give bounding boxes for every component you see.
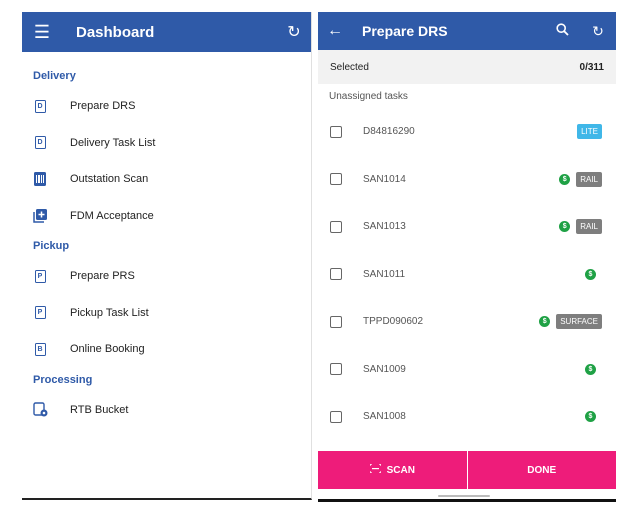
mode-tag: LITE bbox=[577, 124, 602, 140]
task-id: SAN1013 bbox=[363, 221, 406, 233]
document-d-list-icon: D bbox=[32, 135, 48, 151]
scan-button[interactable]: SCAN bbox=[318, 451, 467, 489]
section-delivery: Delivery bbox=[33, 70, 76, 82]
mode-tag: RAIL bbox=[576, 171, 602, 187]
unassigned-tasks-header: Unassigned tasks bbox=[329, 90, 408, 102]
add-box-icon bbox=[32, 208, 48, 224]
task-checkbox[interactable] bbox=[330, 125, 342, 138]
money-bag-icon: $ bbox=[559, 221, 571, 233]
money-bag-icon: $ bbox=[585, 411, 596, 423]
menu-item-fdm-acceptance[interactable]: FDM Acceptance bbox=[22, 198, 311, 235]
task-row[interactable]: SAN1009 $ bbox=[318, 346, 616, 394]
task-id: SAN1011 bbox=[363, 268, 406, 280]
task-row[interactable]: SAN1014 $ RAIL bbox=[318, 156, 616, 204]
money-bag-icon: $ bbox=[559, 173, 571, 185]
menu-item-label: Delivery Task List bbox=[70, 136, 156, 149]
barcode-icon bbox=[32, 171, 48, 187]
home-indicator bbox=[438, 495, 490, 497]
dashboard-appbar: ☰ Dashboard ↻ bbox=[22, 12, 311, 52]
money-bag-icon: $ bbox=[585, 268, 596, 280]
menu-item-pickup-task-list[interactable]: P Pickup Task List bbox=[22, 295, 311, 332]
menu-item-label: Prepare DRS bbox=[70, 100, 136, 113]
mode-tag: SURFACE bbox=[556, 314, 602, 330]
menu-item-delivery-task-list[interactable]: D Delivery Task List bbox=[22, 125, 311, 162]
task-checkbox[interactable] bbox=[330, 363, 342, 376]
search-icon[interactable] bbox=[544, 23, 580, 39]
footer-divider bbox=[466, 451, 468, 489]
menu-item-prepare-drs[interactable]: D Prepare DRS bbox=[22, 88, 311, 125]
menu-item-rtb-bucket[interactable]: RTB Bucket bbox=[22, 392, 311, 429]
page-title: Dashboard bbox=[76, 23, 155, 41]
task-checkbox[interactable] bbox=[330, 315, 342, 328]
refresh-icon[interactable]: ↻ bbox=[287, 24, 301, 41]
task-row[interactable]: TPPD090602 $ SURFACE bbox=[318, 298, 616, 346]
menu-item-label: RTB Bucket bbox=[70, 403, 129, 416]
menu-item-prepare-prs[interactable]: P Prepare PRS bbox=[22, 258, 311, 295]
document-p-icon: P bbox=[32, 268, 48, 284]
menu-item-online-booking[interactable]: B Online Booking bbox=[22, 331, 311, 368]
task-checkbox[interactable] bbox=[330, 410, 342, 423]
menu-item-label: FDM Acceptance bbox=[70, 209, 154, 222]
prepare-drs-appbar: ← Prepare DRS ↻ bbox=[318, 12, 616, 50]
task-row[interactable]: SAN1008 $ bbox=[318, 393, 616, 441]
task-id: D84816290 bbox=[363, 126, 415, 138]
menu-icon[interactable]: ☰ bbox=[33, 21, 51, 42]
menu-item-outstation-scan[interactable]: Outstation Scan bbox=[22, 161, 311, 198]
task-row[interactable]: SAN1013 $ RAIL bbox=[318, 203, 616, 251]
bucket-doc-icon bbox=[32, 402, 48, 418]
task-id: TPPD090602 bbox=[363, 316, 424, 328]
menu-item-label: Pickup Task List bbox=[70, 306, 149, 319]
task-id: SAN1008 bbox=[363, 411, 406, 423]
selected-label: Selected bbox=[330, 61, 369, 73]
mode-tag: RAIL bbox=[576, 219, 602, 235]
task-id: SAN1009 bbox=[363, 363, 406, 375]
task-checkbox[interactable] bbox=[330, 268, 342, 281]
menu-item-label: Prepare PRS bbox=[70, 270, 135, 283]
task-checkbox[interactable] bbox=[330, 173, 342, 186]
scan-icon bbox=[368, 463, 382, 476]
task-row[interactable]: SAN1011 $ bbox=[318, 251, 616, 299]
back-arrow-icon[interactable]: ← bbox=[327, 22, 343, 39]
task-row[interactable]: D84816290 LITE bbox=[318, 108, 616, 156]
document-d-icon: D bbox=[32, 98, 48, 114]
menu-item-label: Outstation Scan bbox=[70, 173, 149, 186]
refresh-icon[interactable]: ↻ bbox=[592, 22, 604, 39]
scan-label: SCAN bbox=[386, 464, 415, 476]
selected-bar: Selected 0/311 bbox=[318, 50, 616, 84]
section-pickup: Pickup bbox=[33, 240, 70, 252]
task-id: SAN1014 bbox=[363, 173, 406, 185]
money-bag-icon: $ bbox=[585, 363, 596, 375]
done-button[interactable]: DONE bbox=[467, 451, 616, 489]
action-footer: SCAN DONE bbox=[318, 451, 616, 489]
money-bag-icon: $ bbox=[539, 316, 551, 328]
document-b-icon: B bbox=[32, 341, 48, 357]
document-p-list-icon: P bbox=[32, 305, 48, 321]
prepare-drs-panel: ← Prepare DRS ↻ Selected 0/311 Unassigne… bbox=[318, 12, 616, 502]
section-processing: Processing bbox=[33, 373, 93, 386]
dashboard-panel: ☰ Dashboard ↻ Delivery D Prepare DRS D D… bbox=[22, 12, 312, 500]
page-title: Prepare DRS bbox=[362, 23, 448, 39]
selected-count: 0/311 bbox=[579, 61, 604, 73]
menu-item-label: Online Booking bbox=[70, 343, 145, 356]
task-checkbox[interactable] bbox=[330, 220, 342, 233]
done-label: DONE bbox=[527, 464, 557, 476]
